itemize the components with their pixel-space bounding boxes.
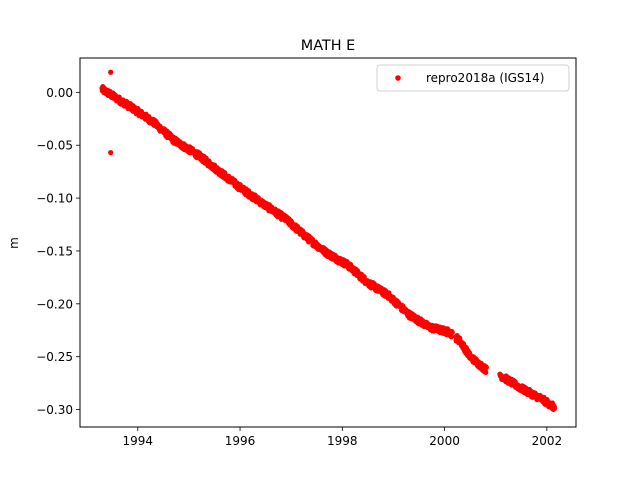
legend: repro2018a (IGS14) — [376, 64, 570, 92]
chart-title: MATH E — [301, 38, 355, 54]
data-point — [449, 329, 455, 336]
y-tick-label: 0.00 — [46, 86, 73, 100]
legend-label: repro2018a (IGS14) — [426, 71, 544, 85]
y-tick-label: −0.05 — [36, 139, 73, 153]
x-tick-label: 1998 — [327, 434, 358, 448]
data-points — [99, 69, 558, 412]
data-point — [551, 405, 558, 411]
y-tick-label: −0.30 — [36, 403, 73, 417]
plot-frame — [79, 57, 577, 428]
data-point — [483, 364, 489, 370]
x-tick-label: 1996 — [225, 434, 256, 448]
y-tick-label: −0.25 — [36, 350, 73, 364]
legend-box — [376, 64, 570, 92]
y-tick-label: −0.15 — [36, 244, 73, 258]
x-tick-label: 2002 — [532, 434, 563, 448]
ticks: 1994 1996 1998 2000 2002 0.00 −0.05 −0.10 −0.15 −… — [36, 86, 562, 448]
outlier-point — [108, 69, 114, 75]
legend-marker — [395, 75, 401, 81]
y-tick-label: −0.10 — [36, 192, 73, 206]
data-point — [483, 369, 489, 376]
y-tick-label: −0.20 — [36, 297, 73, 311]
y-axis-label: m — [7, 237, 21, 249]
x-tick-label: 2000 — [429, 434, 460, 448]
x-tick-label: 1994 — [123, 434, 154, 448]
outlier-point — [108, 150, 114, 156]
